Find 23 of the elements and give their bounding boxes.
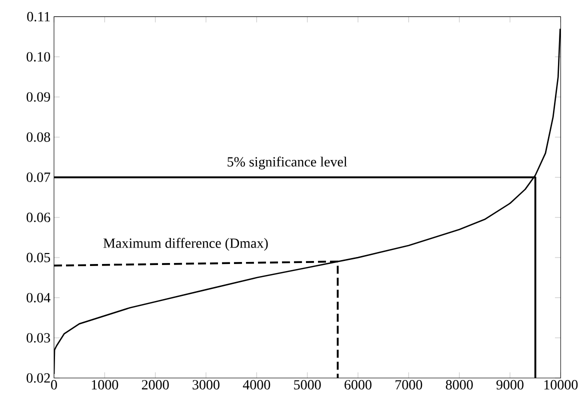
x-tick-label: 0 [51,380,57,390]
x-tick-label: 6000 [344,380,372,390]
y-tick-label: 0.10 [26,52,50,62]
y-tick-label: 0.04 [26,292,50,302]
x-tick-label: 8000 [446,380,473,390]
annotation: 5% significance level [228,156,348,170]
annotation: Maximum difference (Dmax) [103,238,268,251]
y-tick-label: 0.11 [27,12,50,22]
x-tick-label: 2000 [142,380,169,390]
x-tick-label: 7000 [396,380,422,390]
x-tick-label: 1000 [92,380,118,390]
x-tick-label: 10000 [544,380,578,390]
y-tick-label: 0.03 [26,333,50,343]
y-tick-label: 0.08 [26,132,50,142]
y-tick-label: 0.06 [26,212,50,222]
y-tick-label: 0.09 [26,92,50,102]
y-tick-label: 0.05 [26,252,50,262]
x-tick-label: 5000 [294,380,321,390]
x-tick-label: 3000 [192,380,220,390]
y-tick-label: 0.07 [26,172,50,182]
y-tick-label: 0.02 [26,373,50,383]
x-tick-label: 4000 [242,380,270,390]
x-tick-label: 9000 [496,380,524,390]
